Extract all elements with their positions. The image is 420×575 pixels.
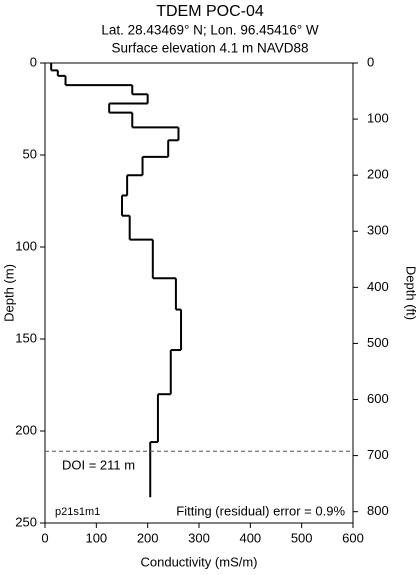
- doi-label: DOI = 211 m: [62, 458, 135, 473]
- x-tick-label: 100: [85, 530, 107, 545]
- chart-title: TDEM POC-04: [156, 3, 264, 20]
- annotation: Fitting (residual) error = 0.9%: [176, 503, 345, 518]
- y-tick-label: 150: [15, 330, 37, 345]
- x-tick-label: 600: [342, 530, 364, 545]
- y2-tick-label: 700: [367, 447, 389, 462]
- plot-frame: [44, 62, 354, 524]
- y-tick-label: 0: [30, 54, 37, 69]
- x-tick-label: 0: [41, 530, 48, 545]
- y2-tick-label: 500: [367, 335, 389, 350]
- x-axis-label: Conductivity (mS/m): [140, 554, 257, 569]
- y2-tick-label: 300: [367, 223, 389, 238]
- y-tick-label: 50: [23, 146, 37, 161]
- x-tick-label: 300: [188, 530, 210, 545]
- chart-subtitle: Surface elevation 4.1 m NAVD88: [111, 41, 308, 56]
- annotation: p21s1m1: [55, 506, 100, 518]
- y-tick-label: 200: [15, 422, 37, 437]
- y-axis-label: Depth (m): [1, 264, 16, 322]
- y-tick-label: 250: [15, 514, 37, 529]
- y2-tick-label: 400: [367, 279, 389, 294]
- chart-subtitle: Lat. 28.43469° N; Lon. 96.45416° W: [101, 23, 318, 38]
- y2-axis-label: Depth (ft): [404, 266, 419, 320]
- y2-tick-label: 800: [367, 503, 389, 518]
- y-tick-label: 100: [15, 238, 37, 253]
- x-tick-label: 200: [137, 530, 159, 545]
- y2-tick-label: 600: [367, 391, 389, 406]
- x-tick-label: 400: [239, 530, 261, 545]
- y2-tick-label: 200: [367, 167, 389, 182]
- y2-tick-label: 100: [367, 111, 389, 126]
- y2-tick-label: 0: [367, 54, 374, 69]
- x-tick-label: 500: [291, 530, 313, 545]
